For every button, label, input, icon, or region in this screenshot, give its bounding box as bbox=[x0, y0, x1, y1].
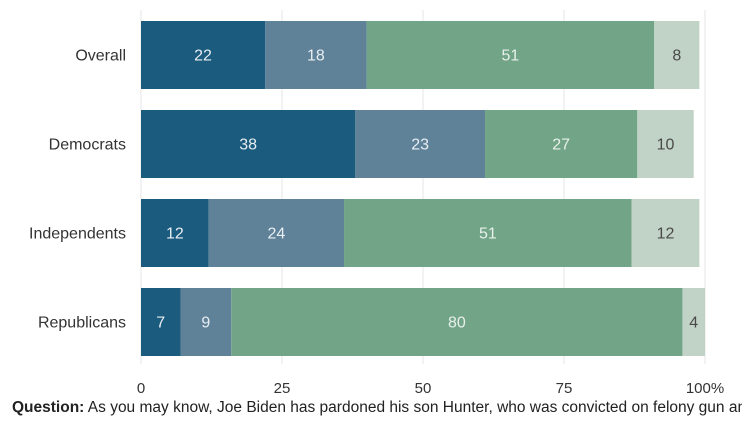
data-label: 12 bbox=[166, 226, 184, 243]
x-tick-label: 75 bbox=[556, 380, 573, 396]
bar-segment bbox=[265, 21, 367, 89]
data-label: 24 bbox=[267, 226, 285, 243]
data-label: 51 bbox=[502, 48, 520, 65]
data-label: 8 bbox=[672, 48, 681, 65]
category-label: Republicans bbox=[38, 315, 126, 332]
bar-segment bbox=[141, 288, 181, 356]
bar-segment bbox=[141, 199, 209, 267]
category-label: Independents bbox=[29, 226, 126, 243]
bar-segment bbox=[141, 110, 356, 178]
x-tick-label: 50 bbox=[415, 380, 432, 396]
bar-segment bbox=[141, 21, 266, 89]
bar-segment bbox=[682, 288, 705, 356]
data-label: 7 bbox=[156, 315, 165, 332]
data-label: 23 bbox=[411, 137, 429, 154]
bar-segment bbox=[180, 288, 232, 356]
data-label: 38 bbox=[239, 137, 257, 154]
data-label: 80 bbox=[448, 315, 466, 332]
question-note: Question: As you may know, Joe Biden has… bbox=[12, 397, 742, 426]
x-tick-label: 100% bbox=[686, 380, 724, 396]
question-label: Question: bbox=[12, 399, 85, 416]
stacked-bar-chart: 22 18 51 8 38 23 27 10 12 24 51 12 7 9 80 4 Overall Demo… bbox=[29, 10, 724, 396]
x-tick-label: 0 bbox=[137, 380, 145, 396]
bar-segment bbox=[366, 21, 655, 89]
bar-segment bbox=[355, 110, 486, 178]
data-label: 18 bbox=[307, 48, 325, 65]
bar-segment bbox=[344, 199, 632, 267]
bar-segment bbox=[637, 110, 694, 178]
bar-segment bbox=[654, 21, 700, 89]
data-label: 9 bbox=[201, 315, 210, 332]
x-tick-label: 25 bbox=[274, 380, 291, 396]
question-text: As you may know, Joe Biden has pardoned … bbox=[87, 399, 742, 416]
bar-segment bbox=[208, 199, 345, 267]
data-label: 12 bbox=[657, 226, 675, 243]
data-label: 51 bbox=[479, 226, 497, 243]
bar-segment bbox=[231, 288, 683, 356]
category-label: Overall bbox=[75, 48, 126, 65]
data-label: 10 bbox=[657, 137, 675, 154]
category-labels: Overall Democrats Independents Republicans bbox=[29, 48, 126, 332]
data-label: 27 bbox=[552, 137, 570, 154]
bar-segment bbox=[631, 199, 700, 267]
data-label: 4 bbox=[689, 315, 698, 332]
category-label: Democrats bbox=[49, 137, 126, 154]
data-label: 22 bbox=[194, 48, 212, 65]
bar-layer: 22 18 51 8 38 23 27 10 12 24 51 12 7 9 80 4 bbox=[141, 21, 705, 356]
x-axis-ticks: 0 25 50 75 100% bbox=[137, 380, 724, 396]
bar-segment bbox=[485, 110, 638, 178]
